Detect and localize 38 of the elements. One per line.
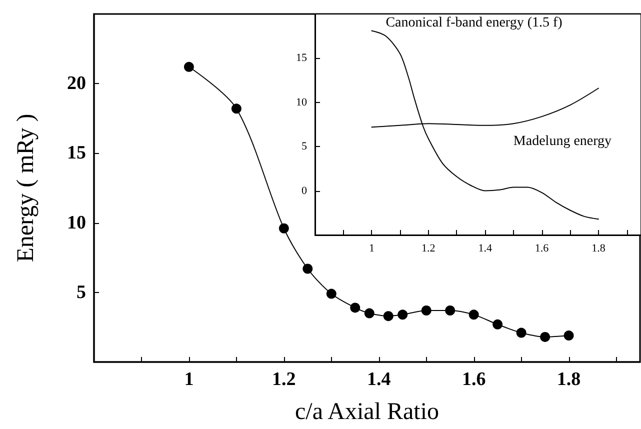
x-tick-label: 1.4 xyxy=(366,369,392,390)
y-axis-title: Energy ( mRy ) xyxy=(13,114,39,262)
point xyxy=(184,62,194,72)
x-tick-label: 1.2 xyxy=(422,242,436,254)
point xyxy=(364,308,374,318)
y-tick-label: 20 xyxy=(67,73,86,94)
point xyxy=(383,311,394,322)
point xyxy=(421,306,432,316)
point xyxy=(492,319,503,330)
x-tick-label: 1 xyxy=(184,369,194,390)
x-tick-label: 1.8 xyxy=(556,369,581,390)
series-label: Madelung energy xyxy=(513,134,612,150)
y-tick-label: 15 xyxy=(296,52,308,64)
point xyxy=(302,264,313,274)
y-tick-label: 10 xyxy=(296,96,308,108)
y-tick-label: 15 xyxy=(67,142,86,164)
series-label: Canonical f-band energy (1.5 f) xyxy=(386,15,563,30)
x-axis-title: c/a Axial Ratio xyxy=(295,399,439,425)
point xyxy=(564,330,574,341)
x-tick-label: 1.6 xyxy=(534,242,550,254)
point xyxy=(445,306,456,316)
point xyxy=(350,302,360,313)
y-tick-label: 5 xyxy=(76,282,86,303)
x-tick-label: 1.4 xyxy=(478,242,492,254)
y-tick-label: 5 xyxy=(302,140,308,153)
point xyxy=(398,310,408,320)
x-tick-label: 1.6 xyxy=(462,369,486,390)
x-tick-label: 1.8 xyxy=(592,242,606,254)
point xyxy=(540,332,550,342)
x-tick-label: 1 xyxy=(368,242,374,254)
y-tick-label: 10 xyxy=(67,212,86,234)
point xyxy=(231,104,242,114)
x-tick-label: 1.2 xyxy=(272,369,296,390)
point xyxy=(516,328,526,338)
point xyxy=(468,310,479,320)
point xyxy=(278,223,289,234)
y-tick-label: 0 xyxy=(302,184,308,197)
point xyxy=(326,288,336,299)
